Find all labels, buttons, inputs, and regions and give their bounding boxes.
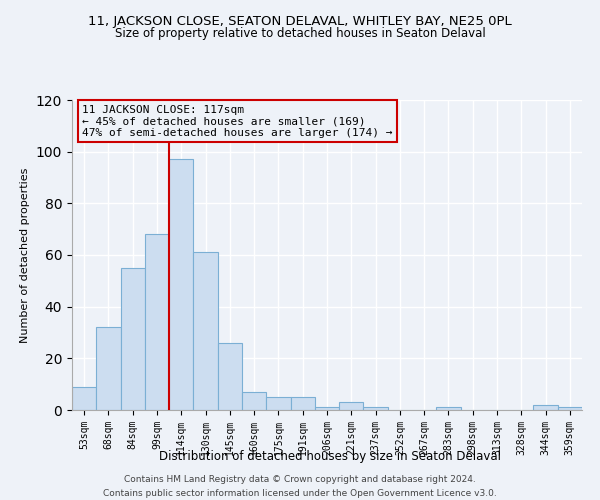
Y-axis label: Number of detached properties: Number of detached properties <box>20 168 31 342</box>
Bar <box>290 397 315 410</box>
Bar <box>193 252 218 410</box>
Text: Distribution of detached houses by size in Seaton Delaval: Distribution of detached houses by size … <box>159 450 501 463</box>
Bar <box>96 328 121 410</box>
Text: 11 JACKSON CLOSE: 117sqm
← 45% of detached houses are smaller (169)
47% of semi-: 11 JACKSON CLOSE: 117sqm ← 45% of detach… <box>82 104 392 138</box>
Text: Contains HM Land Registry data © Crown copyright and database right 2024.
Contai: Contains HM Land Registry data © Crown c… <box>103 476 497 498</box>
Bar <box>436 408 461 410</box>
Bar <box>121 268 145 410</box>
Text: Size of property relative to detached houses in Seaton Delaval: Size of property relative to detached ho… <box>115 28 485 40</box>
Bar <box>266 397 290 410</box>
Bar <box>72 387 96 410</box>
Bar <box>145 234 169 410</box>
Bar <box>169 160 193 410</box>
Bar <box>339 402 364 410</box>
Bar <box>218 343 242 410</box>
Text: 11, JACKSON CLOSE, SEATON DELAVAL, WHITLEY BAY, NE25 0PL: 11, JACKSON CLOSE, SEATON DELAVAL, WHITL… <box>88 15 512 28</box>
Bar <box>558 408 582 410</box>
Bar <box>533 405 558 410</box>
Bar <box>364 408 388 410</box>
Bar <box>242 392 266 410</box>
Bar <box>315 408 339 410</box>
